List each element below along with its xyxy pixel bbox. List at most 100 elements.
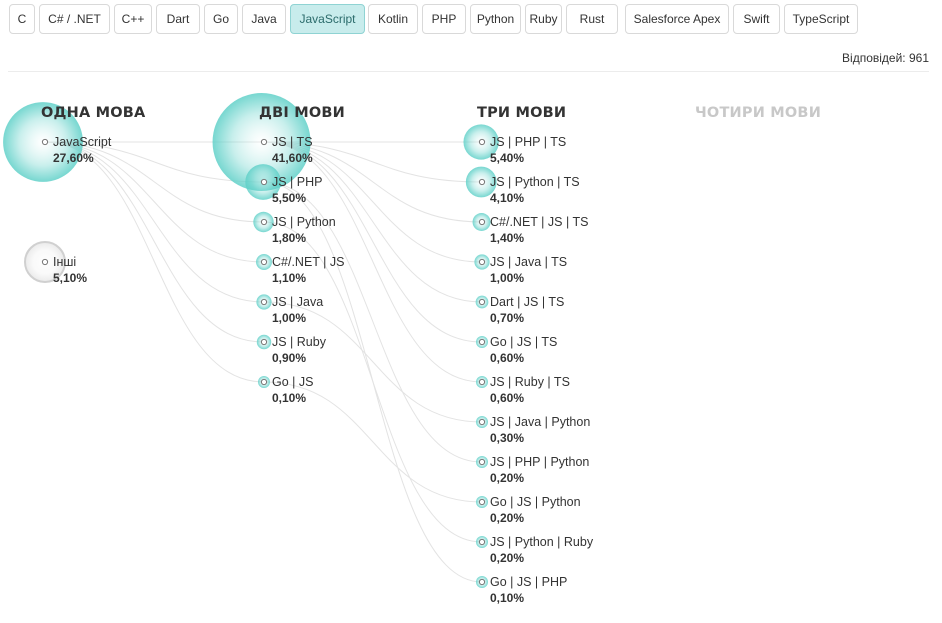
node-label: JS | Ruby | TS [490,375,570,389]
tab-go[interactable]: Go [204,4,238,34]
tab-swift[interactable]: Swift [733,4,780,34]
node-value: 1,80% [272,231,306,245]
tab-c[interactable]: C [9,4,35,34]
node-value: 1,40% [490,231,524,245]
bubble-node[interactable]: JS | Python | Ruby 0,20% [476,535,594,565]
bubble-node[interactable]: C#/.NET | JS 1,10% [256,254,344,285]
bubble-node[interactable]: JS | Java 1,00% [256,294,323,325]
node-value: 1,10% [272,271,306,285]
node-value: 0,60% [490,391,524,405]
node-dot [478,418,486,426]
node-label: JS | Python [272,215,336,229]
node-label: JS | Java [272,295,323,309]
node-label: Go | JS | TS [490,335,557,349]
node-dot [478,218,486,226]
bubble-node[interactable]: JS | Python 1,80% [253,211,336,245]
node-value: 0,10% [272,391,306,405]
column-title: ЧОТИРИ МОВИ [695,105,821,121]
node-value: 0,60% [490,351,524,365]
tab-ruby[interactable]: Ruby [525,4,562,34]
bubble-node[interactable]: JS | Python | TS 4,10% [465,166,580,205]
bubble-node[interactable]: Dart | JS | TS 0,70% [475,295,565,325]
node-label: Go | JS | Python [490,495,581,509]
node-value: 0,20% [490,471,524,485]
node-dot [260,218,268,226]
bubble-node[interactable]: Go | JS 0,10% [258,375,313,405]
tab-php[interactable]: PHP [422,4,466,34]
node-value: 1,00% [490,271,524,285]
node-dot [260,338,268,346]
bubble-node[interactable]: JS | PHP 5,50% [245,164,322,205]
node-value: 0,20% [490,551,524,565]
node-dot [478,538,486,546]
node-dot [478,578,486,586]
tab-salesforce-apex[interactable]: Salesforce Apex [625,4,729,34]
bubble-node[interactable]: JS | PHP | TS 5,40% [463,124,566,165]
bubble-node[interactable]: JS | Ruby | TS 0,60% [476,375,570,405]
link-two-to-three [263,381,483,503]
bubble-node[interactable]: JavaScript 27,60% [3,102,112,182]
link-one-to-two [44,141,265,343]
node-dot [478,498,486,506]
node-label: Go | JS | PHP [490,575,567,589]
node-dot [260,298,268,306]
node-dot [260,258,268,266]
node-label: JS | Python | TS [490,175,580,189]
node-value: 0,70% [490,311,524,325]
node-dot [260,378,268,386]
node-value: 5,10% [53,271,87,285]
tab-typescript[interactable]: TypeScript [784,4,858,34]
node-dot [478,338,486,346]
node-label: JavaScript [53,135,112,149]
tab-c[interactable]: C++ [114,4,152,34]
tab-dart[interactable]: Dart [156,4,200,34]
node-dot [260,178,268,186]
node-label: Go | JS [272,375,313,389]
node-label: JS | TS [272,135,313,149]
link-one-to-two [44,141,265,383]
node-value: 41,60% [272,151,313,165]
node-value: 5,50% [272,191,306,205]
tab-c-net[interactable]: C# / .NET [39,4,110,34]
node-label: Інші [53,255,76,269]
column-title: ДВІ МОВИ [259,105,345,121]
bubble-node[interactable]: JS | Java | Python 0,30% [476,415,590,445]
link-two-to-three [263,181,483,583]
tab-rust[interactable]: Rust [566,4,618,34]
node-label: JS | Java | TS [490,255,567,269]
node-dot [478,258,486,266]
node-dot [41,258,49,266]
node-value: 0,30% [490,431,524,445]
node-dot [260,138,268,146]
tab-python[interactable]: Python [470,4,521,34]
node-label: C#/.NET | JS | TS [490,215,588,229]
bubble-node[interactable]: Go | JS | PHP 0,10% [476,575,567,605]
bubble-node[interactable]: C#/.NET | JS | TS 1,40% [472,213,589,245]
node-label: C#/.NET | JS [272,255,344,269]
tab-java[interactable]: Java [242,4,286,34]
bubble-node[interactable]: Go | JS | TS 0,60% [476,335,557,365]
tab-kotlin[interactable]: Kotlin [368,4,418,34]
node-label: JS | Ruby [272,335,327,349]
bubble-node[interactable]: JS | Java | TS 1,00% [474,254,567,285]
bubble-node[interactable]: Go | JS | Python 0,20% [476,495,581,525]
node-label: Dart | JS | TS [490,295,564,309]
bubble-node[interactable]: JS | PHP | Python 0,20% [476,455,589,485]
node-dot [478,138,486,146]
node-label: JS | PHP | Python [490,455,589,469]
bubble-node[interactable]: JS | Ruby 0,90% [256,334,327,365]
link-one-to-two [44,141,265,303]
bubble-node[interactable]: JS | TS 41,60% [212,93,313,191]
responses-count: Відповідей: 961 [842,51,929,65]
node-value: 1,00% [272,311,306,325]
node-value: 27,60% [53,151,94,165]
node-dot [478,378,486,386]
bubble-node[interactable]: Інші 5,10% [24,241,87,285]
node-value: 5,40% [490,151,524,165]
tab-javascript[interactable]: JavaScript [290,4,365,34]
node-dot [478,458,486,466]
link-one-to-two [44,141,265,263]
column-title: ОДНА МОВА [41,105,146,121]
